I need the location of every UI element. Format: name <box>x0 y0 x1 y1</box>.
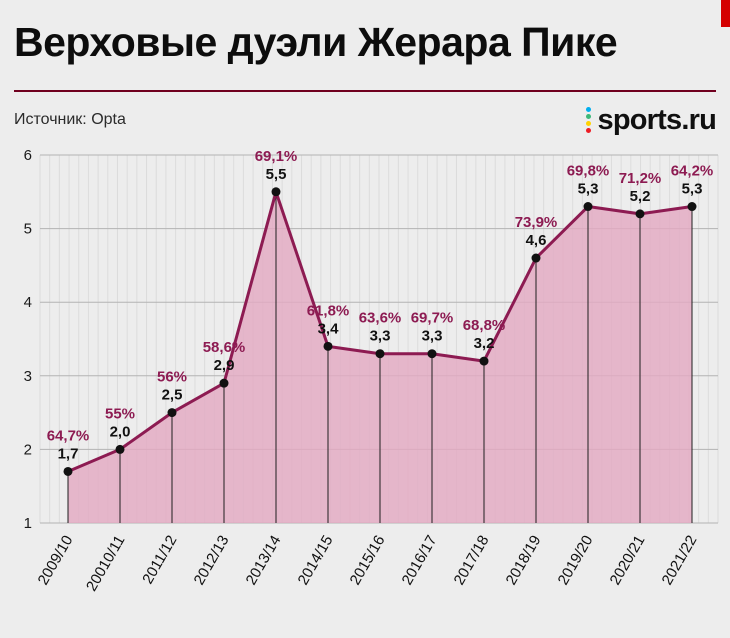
value-label: 5,3 <box>682 181 703 198</box>
value-label: 4,6 <box>526 232 547 249</box>
data-point <box>479 356 489 366</box>
value-label: 5,3 <box>578 181 599 198</box>
x-tick-label: 2009/10 <box>35 533 77 588</box>
data-point <box>531 253 541 263</box>
y-tick-label: 6 <box>24 147 32 164</box>
x-tick-label: 20010/11 <box>83 533 128 595</box>
percent-label: 73,9% <box>515 214 558 231</box>
x-axis-labels: 2009/10 20010/11 2011/12 2012/13 2013/14 2014… <box>35 533 701 595</box>
y-tick-label: 5 <box>24 221 32 238</box>
x-tick-label: 2014/15 <box>295 533 337 588</box>
logo-dot <box>585 107 591 112</box>
logo-dots-icon <box>585 107 591 133</box>
x-tick-label: 2021/22 <box>659 533 701 588</box>
data-labels: 64,7%1,7 55%2,0 56%2,5 58,6%2,9 69,1%5,5 61,8… <box>47 148 714 463</box>
percent-label: 69,1% <box>255 148 298 165</box>
sportsru-logo: sports.ru <box>585 103 717 137</box>
data-point <box>323 341 333 351</box>
data-point <box>219 378 229 388</box>
percent-label: 71,2% <box>619 170 662 187</box>
value-label: 5,2 <box>630 188 651 205</box>
percent-label: 64,7% <box>47 427 90 444</box>
percent-label: 56% <box>157 369 187 386</box>
data-point <box>115 444 125 454</box>
title-divider <box>14 90 716 92</box>
value-label: 2,5 <box>162 387 183 404</box>
logo-dot <box>585 128 591 133</box>
value-label: 3,2 <box>474 335 495 352</box>
source-label: Источник: Opta <box>14 111 126 128</box>
data-points <box>63 187 697 476</box>
page-title: Верховые дуэли Жерара Пике <box>14 19 618 65</box>
percent-label: 69,8% <box>567 163 610 180</box>
x-tick-label: 2019/20 <box>555 533 597 588</box>
y-tick-label: 1 <box>24 515 32 532</box>
value-label: 2,9 <box>214 357 235 374</box>
percent-label: 69,7% <box>411 310 454 327</box>
value-label: 1,7 <box>58 445 79 462</box>
percent-label: 63,6% <box>359 310 402 327</box>
value-label: 3,4 <box>318 320 340 337</box>
data-point <box>687 202 697 212</box>
value-label: 3,3 <box>370 328 391 345</box>
percent-label: 58,6% <box>203 339 246 356</box>
percent-label: 64,2% <box>671 163 714 180</box>
percent-label: 68,8% <box>463 317 506 334</box>
x-tick-label: 2012/13 <box>191 533 233 588</box>
x-tick-label: 2013/14 <box>243 533 285 588</box>
x-tick-label: 2016/17 <box>399 533 441 588</box>
value-label: 5,5 <box>266 166 287 183</box>
value-label: 3,3 <box>422 328 443 345</box>
y-tick-label: 3 <box>24 368 32 385</box>
aerial-duels-area-chart: 12345664,7%1,755%2,056%2,558,6%2,969,1%5… <box>24 147 719 595</box>
data-point <box>271 187 281 197</box>
y-tick-label: 4 <box>24 294 32 311</box>
data-point <box>583 202 593 212</box>
x-tick-label: 2017/18 <box>451 533 493 588</box>
logo-text: sports.ru <box>597 103 717 136</box>
y-tick-label: 2 <box>24 441 32 458</box>
x-tick-label: 2011/12 <box>139 533 180 587</box>
value-label: 2,0 <box>110 423 131 440</box>
x-tick-label: 2015/16 <box>347 533 389 588</box>
subheader: Источник: Opta sports.ru <box>0 100 730 140</box>
x-tick-label: 2020/21 <box>607 533 649 588</box>
data-point <box>375 349 385 359</box>
corner-accent-mark <box>721 0 730 27</box>
y-axis-labels: 1 2 3 4 5 6 <box>24 147 32 532</box>
point-stems-layer <box>67 191 693 523</box>
data-point <box>635 209 645 219</box>
percent-label: 61,8% <box>307 302 350 319</box>
data-point <box>63 466 73 476</box>
data-point <box>427 349 437 359</box>
data-point <box>167 408 177 418</box>
logo-dot <box>585 121 591 126</box>
x-tick-label: 2018/19 <box>503 533 545 588</box>
percent-label: 55% <box>105 405 135 422</box>
logo-dot <box>585 114 591 119</box>
